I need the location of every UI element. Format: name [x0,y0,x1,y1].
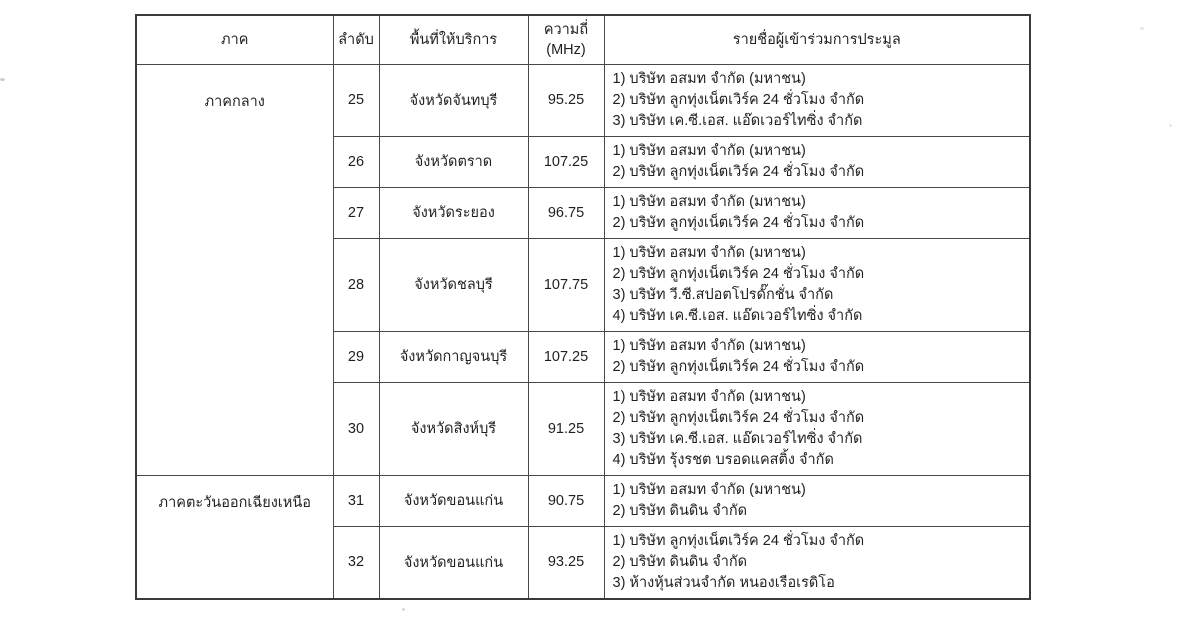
order-cell: 32 [332,525,380,599]
frequency-cell: 107.25 [527,330,605,383]
header-frequency-unit: (MHz) [546,41,586,58]
participant-line: 2) บริษัท ลูกทุ่งเน็ตเวิร์ค 24 ชั่วโมง จ… [612,358,865,375]
participants-cell: 1) บริษัท อสมท จำกัด (มหาชน) 2) บริษัท ลู… [603,63,1031,137]
frequency-cell: 90.75 [527,474,605,527]
frequency-cell: 91.25 [527,381,605,476]
service-area-cell: จังหวัดตราด [378,135,529,188]
header-frequency: ความถี่ (MHz) [527,14,605,65]
participants-cell: 1) บริษัท อสมท จำกัด (มหาชน) 2) บริษัท ลู… [603,135,1031,188]
service-area-cell: จังหวัดระยอง [378,186,529,239]
frequency-cell: 93.25 [527,525,605,599]
header-order: ลำดับ [332,14,380,65]
participants-cell: 1) บริษัท อสมท จำกัด (มหาชน) 2) บริษัท ลู… [603,381,1031,476]
scan-speck [1140,27,1144,30]
table-row: 29 จังหวัดกาญจนบุรี 107.25 1) บริษัท อสมท จ… [136,330,1031,383]
participant-line: 2) บริษัท ลูกทุ่งเน็ตเวิร์ค 24 ชั่วโมง จ… [612,91,865,108]
order-cell: 30 [332,381,380,476]
participant-line: 3) บริษัท วี.ซี.สปอตโปรดั๊กชั่น จำกัด [612,286,834,303]
order-cell: 25 [332,63,380,137]
participants-cell: 1) บริษัท อสมท จำกัด (มหาชน) 2) บริษัท ลู… [603,186,1031,239]
order-cell: 31 [332,474,380,527]
participant-line: 1) บริษัท อสมท จำกัด (มหาชน) [612,388,806,405]
participant-line: 1) บริษัท อสมท จำกัด (มหาชน) [612,337,806,354]
table-body: ภาคกลาง 25 จังหวัดจันทบุรี 95.25 1) บริษัท อ… [135,63,1031,599]
region-cell: ภาคตะวันออกเฉียงเหนือ [135,474,334,599]
participant-line: 3) ห้างหุ้นส่วนจำกัด หนองเรือเรดิโอ [612,574,835,591]
table-row: 30 จังหวัดสิงห์บุรี 91.25 1) บริษัท อสมท จำ… [136,381,1031,476]
participant-line: 4) บริษัท รุ้งรชต บรอดแคสติ้ง จำกัด [612,451,834,468]
participant-line: 1) บริษัท อสมท จำกัด (มหาชน) [612,244,806,261]
participant-line: 1) บริษัท อสมท จำกัด (มหาชน) [612,481,806,498]
table-row: 27 จังหวัดระยอง 96.75 1) บริษัท อสมท จำกัด … [136,186,1031,239]
scan-speck [0,78,5,81]
participant-line: 2) บริษัท ลูกทุ่งเน็ตเวิร์ค 24 ชั่วโมง จ… [612,409,865,426]
participants-cell: 1) บริษัท อสมท จำกัด (มหาชน) 2) บริษัท ลู… [603,330,1031,383]
frequency-cell: 95.25 [527,63,605,137]
frequency-cell: 107.75 [527,237,605,332]
service-area-cell: จังหวัดจันทบุรี [378,63,529,137]
order-cell: 27 [332,186,380,239]
order-cell: 26 [332,135,380,188]
service-area-cell: จังหวัดชลบุรี [378,237,529,332]
participant-line: 1) บริษัท อสมท จำกัด (มหาชน) [612,193,806,210]
table-row: ภาคตะวันออกเฉียงเหนือ 31 จังหวัดขอนแก่น 90.… [135,474,1031,599]
order-cell: 29 [332,330,380,383]
participant-line: 1) บริษัท อสมท จำกัด (มหาชน) [612,70,806,87]
participants-cell: 1) บริษัท อสมท จำกัด (มหาชน) 2) บริษัท ดิ… [603,474,1031,527]
table-row: 32 จังหวัดขอนแก่น 93.25 1) บริษัท ลูกทุ่งเน… [136,525,1031,599]
participant-line: 2) บริษัท ลูกทุ่งเน็ตเวิร์ค 24 ชั่วโมง จ… [612,163,865,180]
header-service-area: พื้นที่ให้บริการ [378,14,529,65]
service-area-cell: จังหวัดขอนแก่น [378,525,529,599]
participant-line: 2) บริษัท ลูกทุ่งเน็ตเวิร์ค 24 ชั่วโมง จ… [612,265,865,282]
participant-line: 3) บริษัท เค.ซี.เอส. แอ๊ดเวอร์ไทซิ่ง จำก… [612,430,863,447]
order-cell: 28 [332,237,380,332]
auction-participants-table: ภาค ลำดับ พื้นที่ให้บริการ ความถี่ (MHz)… [135,14,1031,600]
region-cell: ภาคกลาง [135,63,334,476]
service-area-cell: จังหวัดขอนแก่น [378,474,529,527]
service-area-cell: จังหวัดกาญจนบุรี [378,330,529,383]
participant-line: 2) บริษัท ลูกทุ่งเน็ตเวิร์ค 24 ชั่วโมง จ… [612,214,865,231]
header-row: ภาค ลำดับ พื้นที่ให้บริการ ความถี่ (MHz)… [135,14,1031,65]
participant-line: 1) บริษัท อสมท จำกัด (มหาชน) [612,142,806,159]
frequency-cell: 107.25 [527,135,605,188]
participant-line: 2) บริษัท ดินดิน จำกัด [612,502,748,519]
header-region: ภาค [135,14,334,65]
frequency-cell: 96.75 [527,186,605,239]
participant-line: 1) บริษัท ลูกทุ่งเน็ตเวิร์ค 24 ชั่วโมง จ… [612,532,865,549]
participant-line: 3) บริษัท เค.ซี.เอส. แอ๊ดเวอร์ไทซิ่ง จำก… [612,112,863,129]
scan-speck [1169,124,1172,127]
participant-line: 4) บริษัท เค.ซี.เอส. แอ๊ดเวอร์ไทซิ่ง จำก… [612,307,863,324]
table-row: ภาคกลาง 25 จังหวัดจันทบุรี 95.25 1) บริษัท อ… [135,63,1031,476]
service-area-cell: จังหวัดสิงห์บุรี [378,381,529,476]
header-participants: รายชื่อผู้เข้าร่วมการประมูล [603,14,1031,65]
participants-cell: 1) บริษัท อสมท จำกัด (มหาชน) 2) บริษัท ลู… [603,237,1031,332]
participants-cell: 1) บริษัท ลูกทุ่งเน็ตเวิร์ค 24 ชั่วโมง จ… [603,525,1031,599]
table-row: 26 จังหวัดตราด 107.25 1) บริษัท อสมท จำกัด … [136,135,1031,188]
table-row: 28 จังหวัดชลบุรี 107.75 1) บริษัท อสมท จำกั… [136,237,1031,332]
participant-line: 2) บริษัท ดินดิน จำกัด [612,553,748,570]
header-frequency-label: ความถี่ [543,21,589,38]
scan-speck [402,608,405,611]
